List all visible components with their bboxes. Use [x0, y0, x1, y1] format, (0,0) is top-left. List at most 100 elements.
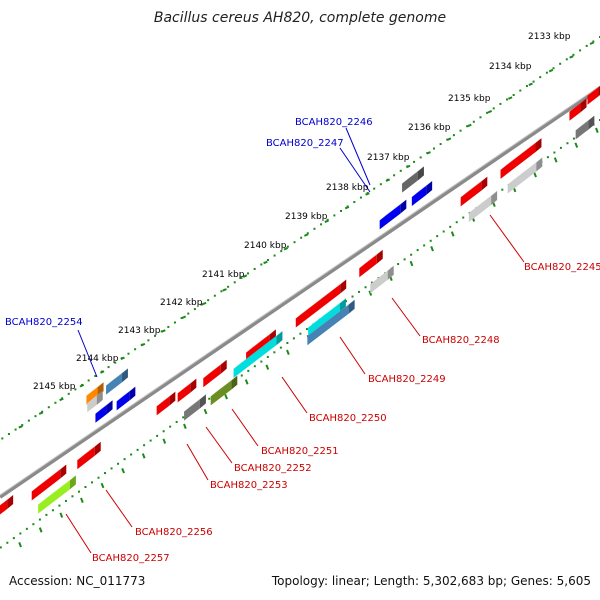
ruler-dot — [339, 209, 342, 212]
ruler-dot — [546, 156, 549, 159]
gene-block-fwd — [402, 166, 424, 193]
ruler-dot — [6, 541, 9, 544]
gene-block-rev-front — [210, 380, 232, 406]
gene-label-bcah820_2256: BCAH820_2256 — [135, 527, 213, 538]
ruler-dot — [486, 111, 489, 114]
gene-block-rev-top — [295, 279, 347, 319]
gene-block-rev — [308, 298, 346, 337]
ruler-dot — [175, 420, 178, 423]
ruler-dot — [432, 147, 435, 150]
ruler-dot — [180, 317, 183, 320]
gene-block-rev — [77, 441, 101, 470]
ruler-dot — [247, 272, 250, 275]
ruler-dot — [266, 355, 269, 358]
genome-summary: Topology: linear; Length: 5,302,683 bp; … — [271, 574, 591, 588]
ruler-dot — [397, 263, 400, 266]
ruler-dot — [572, 137, 575, 140]
gene-block-rev-top — [203, 359, 227, 379]
ruler-tick-lower — [100, 482, 105, 489]
ruler-dot — [19, 532, 22, 535]
ruler-dot — [38, 518, 41, 521]
ruler-dot — [54, 401, 57, 404]
gene-block-rev-front — [203, 364, 221, 388]
tick-label-2142: 2142 kbp — [160, 298, 203, 308]
ruler-dot — [64, 499, 67, 502]
ruler-dot — [313, 227, 316, 230]
ruler-tick-lower — [80, 497, 84, 504]
gene-block-fwd-top — [86, 382, 104, 396]
gene-block-fwd — [87, 390, 103, 413]
gene-block-fwd — [86, 382, 104, 405]
gene-block-rev-top — [308, 298, 346, 328]
gene-block-rev-front — [468, 195, 492, 223]
ruler-tick-lower — [286, 349, 290, 356]
gene-block-rev — [177, 378, 197, 403]
ruler-dot — [442, 230, 445, 233]
gene-block-fwd-end — [129, 386, 136, 401]
tick-label-2137: 2137 kbp — [367, 153, 410, 163]
ruler-dot — [247, 369, 250, 372]
ruler-dot — [58, 504, 61, 507]
ruler-dot — [519, 89, 522, 92]
gene-block-rev-end — [348, 299, 355, 314]
gene-block-fwd-front — [95, 405, 107, 423]
ruler-dot — [364, 286, 367, 289]
ruler-dot — [14, 428, 17, 431]
gene-block-rev-end — [199, 394, 206, 409]
gene-block-rev-front — [500, 143, 536, 179]
ruler-dot — [436, 235, 439, 238]
ruler-tick — [324, 219, 329, 224]
ruler-dot — [149, 439, 152, 442]
gene-label-bcah820_2247: BCAH820_2247 — [266, 138, 344, 149]
ruler-tick-lower — [595, 127, 599, 134]
gene-block-rev — [0, 495, 14, 515]
gene-block-fwd-end — [400, 199, 407, 214]
gene-block-rev-front — [460, 181, 482, 207]
gene-label-bcah820_2252: BCAH820_2252 — [234, 463, 312, 474]
gene-block-rev-top — [156, 391, 176, 407]
ruler-dot — [21, 424, 24, 427]
ruler-dot — [110, 467, 113, 470]
gene-block-rev — [575, 115, 595, 140]
ruler-dot — [97, 476, 100, 479]
ruler-tick — [365, 192, 370, 196]
ruler-dot — [167, 325, 170, 328]
ruler-dot — [585, 44, 588, 47]
gene-block-fwd — [106, 368, 128, 395]
gene-block-rev-top — [307, 299, 355, 337]
ruler-dot — [499, 102, 502, 105]
ruler-dot — [213, 294, 216, 297]
ruler-tick — [38, 411, 44, 415]
connector-bcah820_2247 — [339, 147, 371, 193]
gene-block-fwd-end — [106, 400, 113, 415]
gene-block-rev-top — [500, 138, 542, 170]
ruler-dot — [359, 196, 362, 199]
ruler-tick — [59, 397, 64, 402]
ruler-dot — [143, 444, 146, 447]
connector-bcah820_2248 — [391, 297, 421, 337]
ruler-dot — [462, 216, 465, 219]
ruler-dot — [32, 523, 35, 526]
gene-block-fwd-top — [106, 368, 128, 386]
ruler-tick — [344, 205, 350, 210]
ruler-dot — [532, 80, 535, 83]
backbone-line — [0, 86, 600, 499]
ruler-tick — [222, 288, 227, 292]
gene-label-bcah820_2254: BCAH820_2254 — [5, 317, 83, 328]
ruler-dot — [117, 462, 120, 465]
gene-block-fwd-front — [379, 204, 401, 230]
gene-label-bcah820_2249: BCAH820_2249 — [368, 374, 446, 385]
gene-block-rev-front — [184, 399, 200, 421]
gene-block-rev-end — [536, 157, 543, 172]
gene-block-rev — [203, 359, 227, 388]
ruler-tick — [304, 233, 309, 237]
gene-block-fwd-top — [587, 85, 600, 96]
ruler-dot — [266, 259, 269, 262]
ruler-tick — [548, 68, 554, 73]
ruler-dot — [114, 361, 117, 364]
ruler-dot — [472, 120, 475, 123]
ruler-tick-lower — [141, 453, 146, 459]
ruler-dot — [207, 299, 210, 302]
connector-bcah820_2249 — [339, 336, 366, 375]
